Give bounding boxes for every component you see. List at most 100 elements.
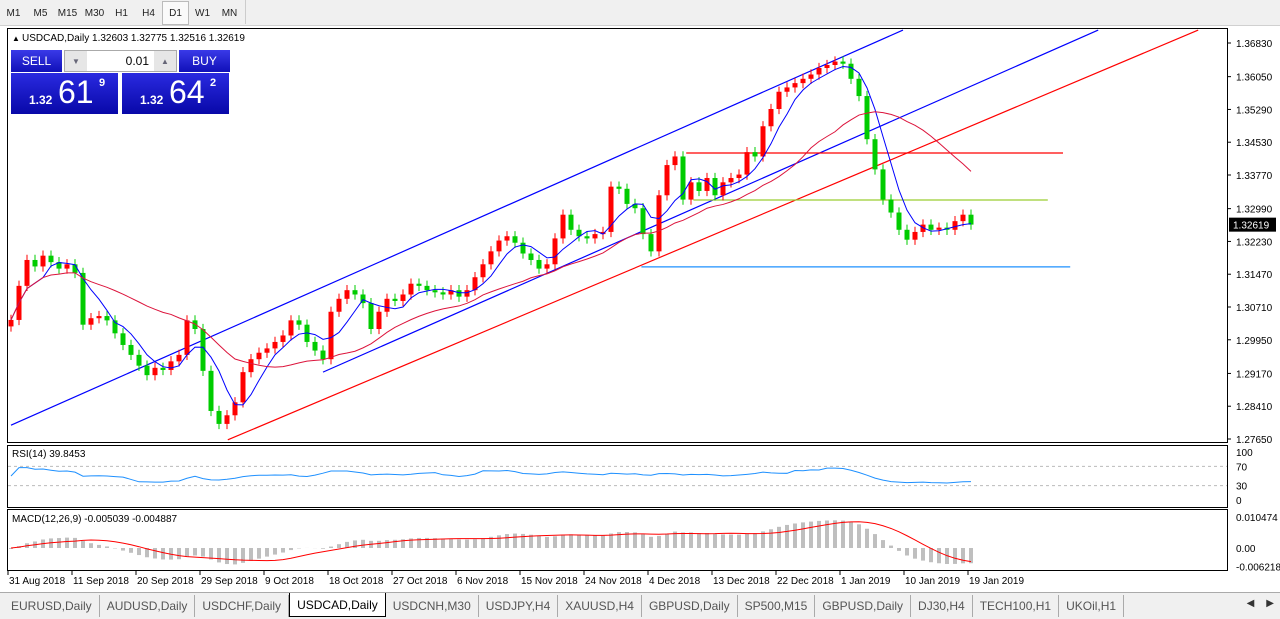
macd-histogram-bar	[257, 548, 261, 559]
macd-histogram-bar	[665, 533, 669, 548]
candle-body	[648, 234, 654, 252]
candle-body	[376, 311, 382, 329]
macd-histogram-bar	[569, 534, 573, 548]
chart-tab[interactable]: DJ30,H4	[911, 595, 973, 617]
macd-histogram-bar	[177, 548, 181, 560]
candle-body	[704, 178, 710, 191]
buy-button[interactable]: BUY	[179, 50, 230, 72]
macd-histogram-bar	[577, 534, 581, 548]
macd-histogram-bar	[393, 539, 397, 548]
buy-price[interactable]: 1.32 64 2	[122, 73, 229, 114]
candle-body	[672, 156, 678, 166]
candle-body	[416, 283, 422, 286]
macd-histogram-bar	[545, 536, 549, 548]
candle-body	[888, 199, 894, 213]
candle-body	[656, 195, 662, 252]
candle-body	[32, 259, 38, 267]
macd-histogram-bar	[385, 540, 389, 548]
increase-lot-icon[interactable]: ▲	[154, 51, 176, 71]
candle-body	[808, 74, 814, 79]
current-price-label: 1.32619	[1233, 221, 1270, 232]
candle-body	[632, 203, 638, 209]
candle-body	[104, 316, 110, 321]
date-label: 4 Dec 2018	[649, 576, 701, 587]
chart-tab[interactable]: GBPUSD,Daily	[642, 595, 738, 617]
date-label: 1 Jan 2019	[841, 576, 891, 587]
decrease-lot-icon[interactable]: ▼	[65, 51, 87, 71]
lot-size-input[interactable]: 0.01	[125, 54, 149, 68]
chart-tab[interactable]: EURUSD,Daily	[4, 595, 100, 617]
macd-histogram-bar	[505, 534, 509, 548]
timeframe-d1[interactable]: D1	[162, 1, 189, 25]
macd-histogram-bar	[617, 532, 621, 548]
timeframe-mn[interactable]: MN	[221, 7, 238, 19]
macd-histogram-bar	[433, 538, 437, 548]
timeframe-m15[interactable]: M15	[57, 7, 78, 19]
macd-histogram-bar	[785, 524, 789, 548]
date-label: 18 Oct 2018	[329, 576, 384, 587]
macd-histogram-bar	[161, 548, 165, 560]
chart-tab[interactable]: AUDUSD,Daily	[100, 595, 196, 617]
sell-price[interactable]: 1.32 61 9	[11, 73, 118, 114]
candle-body	[848, 63, 854, 79]
date-label: 15 Nov 2018	[521, 576, 578, 587]
rsi-tick-label: 70	[1236, 462, 1248, 473]
sell-button[interactable]: SELL	[11, 50, 62, 72]
candle-body	[344, 290, 350, 299]
chart-tab[interactable]: SP500,M15	[738, 595, 816, 617]
candle-body	[112, 320, 118, 334]
candle-body	[536, 259, 542, 269]
candle-body	[368, 303, 374, 329]
chart-tab[interactable]: GBPUSD,Daily	[815, 595, 912, 617]
candle-body	[736, 174, 742, 179]
chart-tab[interactable]: USDCAD,Daily	[289, 593, 386, 617]
chart-tab[interactable]: USDCHF,Daily	[195, 595, 290, 617]
macd-histogram-bar	[9, 548, 13, 549]
date-label: 22 Dec 2018	[777, 576, 834, 587]
chart-tab[interactable]: USDCNH,M30	[386, 595, 479, 617]
macd-histogram-bar	[217, 548, 221, 563]
timeframe-h4[interactable]: H4	[142, 7, 155, 19]
macd-histogram-bar	[841, 520, 845, 548]
scroll-left-icon[interactable]: ◀	[1246, 598, 1255, 609]
tab-scroll[interactable]: ◀ ▶	[1239, 593, 1280, 619]
lot-size-stepper[interactable]: ▼ 0.01 ▲	[64, 50, 177, 72]
sell-price-prefix: 1.32	[29, 93, 53, 107]
candle-body	[184, 320, 190, 355]
macd-histogram-bar	[609, 533, 613, 548]
candle-body	[528, 253, 534, 260]
candle-body	[432, 290, 438, 293]
macd-histogram-bar	[289, 548, 293, 551]
scroll-right-icon[interactable]: ▶	[1266, 598, 1274, 609]
price-tick-label: 1.29170	[1236, 369, 1273, 380]
timeframe-m30[interactable]: M30	[84, 7, 105, 19]
chart-tab[interactable]: XAUUSD,H4	[558, 595, 642, 617]
chart-tab[interactable]: USDJPY,H4	[479, 595, 559, 617]
candle-body	[360, 294, 366, 304]
candle-body	[472, 277, 478, 291]
candle-body	[752, 152, 758, 157]
candle-body	[152, 367, 158, 376]
candle-body	[176, 354, 182, 362]
candle-body	[256, 352, 262, 360]
macd-histogram-bar	[673, 531, 677, 548]
candle-body	[240, 372, 246, 403]
chart-tab[interactable]: UKOil,H1	[1059, 595, 1125, 617]
candle-body	[952, 221, 958, 230]
candle-body	[136, 354, 142, 366]
timeframe-w1[interactable]: W1	[195, 7, 210, 19]
candle-body	[768, 109, 774, 127]
candle-body	[440, 292, 446, 295]
candle-body	[248, 359, 254, 373]
timeframe-m1[interactable]: M1	[6, 7, 21, 19]
channel-lower-line	[322, 29, 1099, 373]
macd-histogram-bar	[905, 548, 909, 556]
price-tick-label: 1.32990	[1236, 205, 1273, 216]
timeframe-h1[interactable]: H1	[115, 7, 128, 19]
candle-body	[328, 311, 334, 360]
candle-body	[384, 298, 390, 312]
chart-tab[interactable]: TECH100,H1	[973, 595, 1060, 617]
candle-body	[296, 320, 302, 325]
candle-body	[392, 298, 398, 301]
timeframe-m5[interactable]: M5	[33, 7, 48, 19]
